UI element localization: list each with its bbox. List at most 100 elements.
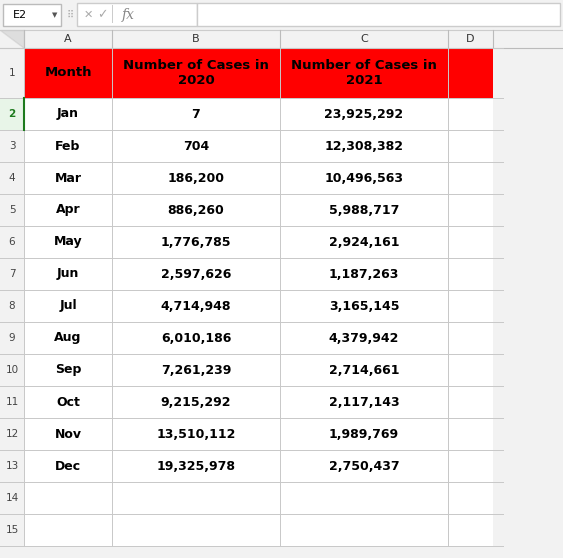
Bar [24,226,448,258]
Text: 7,261,239: 7,261,239 [161,363,231,377]
Text: 15: 15 [6,525,19,535]
Bar [0,162,24,194]
Text: ✓: ✓ [97,8,107,22]
Text: Jul: Jul [59,300,77,312]
Text: 4,714,948: 4,714,948 [161,300,231,312]
Text: 186,200: 186,200 [168,171,225,185]
Bar [24,418,448,450]
Text: 4,379,942: 4,379,942 [329,331,399,344]
Text: 19,325,978: 19,325,978 [157,459,235,473]
Bar [0,354,24,386]
Text: Nov: Nov [55,427,82,440]
Bar [24,162,448,194]
Text: 2,117,143: 2,117,143 [329,396,399,408]
Text: Month: Month [44,66,92,79]
Text: Feb: Feb [55,140,81,152]
Bar [448,322,493,354]
Bar [24,98,448,130]
Bar [24,258,448,290]
Bar [24,386,448,418]
Text: Dec: Dec [55,459,81,473]
Bar [448,290,493,322]
Text: Sep: Sep [55,363,81,377]
Bar [0,290,24,322]
Text: fx: fx [122,8,135,22]
Text: 10,496,563: 10,496,563 [324,171,404,185]
Text: Jan: Jan [57,108,79,121]
Text: ▼: ▼ [52,12,57,18]
Bar [448,354,493,386]
Text: ⠿: ⠿ [66,10,74,20]
Text: 2,714,661: 2,714,661 [329,363,399,377]
Bar [112,5,113,23]
Bar [448,130,493,162]
Bar [24,130,448,162]
Text: Mar: Mar [55,171,82,185]
Bar [0,418,24,450]
Text: 7: 7 [8,269,15,279]
Text: Number of Cases in
2020: Number of Cases in 2020 [123,59,269,87]
Text: 7: 7 [191,108,200,121]
Bar [24,514,448,546]
Text: Oct: Oct [56,396,80,408]
Text: Jun: Jun [57,267,79,281]
Bar [0,48,24,98]
Text: 8: 8 [8,301,15,311]
Text: 10: 10 [6,365,19,375]
Bar [448,514,493,546]
Text: 11: 11 [6,397,19,407]
Text: Aug: Aug [54,331,82,344]
Bar [24,194,448,226]
Bar [0,514,24,546]
Text: Apr: Apr [56,204,81,217]
Bar [448,194,493,226]
Text: C: C [360,34,368,44]
Text: 1,989,769: 1,989,769 [329,427,399,440]
Bar [0,258,24,290]
Text: 1,776,785: 1,776,785 [161,235,231,248]
Text: 3,165,145: 3,165,145 [329,300,399,312]
Text: 12: 12 [6,429,19,439]
Bar [24,450,448,482]
Bar [24,322,448,354]
Bar [448,482,493,514]
Bar [0,0,563,30]
Bar [448,450,493,482]
Bar [24,290,448,322]
Bar [0,226,24,258]
Text: 14: 14 [6,493,19,503]
Text: 2,750,437: 2,750,437 [329,459,399,473]
Text: 6: 6 [8,237,15,247]
Bar [0,322,24,354]
Text: 2,597,626: 2,597,626 [161,267,231,281]
Bar [24,48,448,98]
Text: 9,215,292: 9,215,292 [161,396,231,408]
Text: May: May [53,235,82,248]
Bar [0,450,24,482]
Bar [0,98,24,130]
Text: 6,010,186: 6,010,186 [161,331,231,344]
Text: A: A [64,34,72,44]
Bar [24,354,448,386]
Text: 1,187,263: 1,187,263 [329,267,399,281]
Text: 1: 1 [8,68,15,78]
Bar [448,226,493,258]
Bar [3,4,61,26]
Text: 2: 2 [8,109,16,119]
Bar [448,98,493,130]
Text: 5,988,717: 5,988,717 [329,204,399,217]
Text: 5: 5 [8,205,15,215]
Bar [0,30,563,48]
Bar [448,258,493,290]
Text: B: B [192,34,200,44]
Bar [24,482,448,514]
Bar [0,386,24,418]
Bar [0,194,24,226]
Text: Number of Cases in
2021: Number of Cases in 2021 [291,59,437,87]
Bar [448,418,493,450]
Bar [448,48,493,98]
Text: 2,924,161: 2,924,161 [329,235,399,248]
Text: 4: 4 [8,173,15,183]
Text: D: D [466,34,475,44]
Bar [448,386,493,418]
